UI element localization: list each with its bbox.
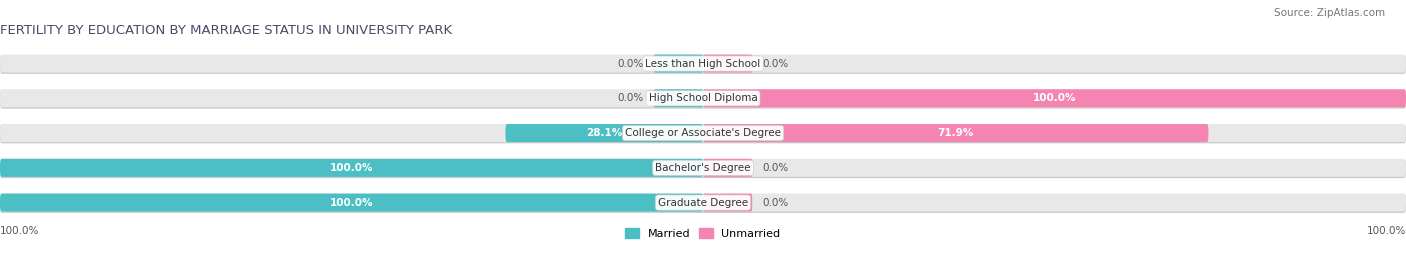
FancyBboxPatch shape	[0, 159, 1406, 178]
FancyBboxPatch shape	[0, 55, 1406, 74]
FancyBboxPatch shape	[703, 124, 1209, 142]
Text: 0.0%: 0.0%	[617, 59, 644, 69]
Text: High School Diploma: High School Diploma	[648, 93, 758, 103]
Text: Graduate Degree: Graduate Degree	[658, 198, 748, 208]
Text: Bachelor's Degree: Bachelor's Degree	[655, 163, 751, 173]
FancyBboxPatch shape	[0, 194, 703, 212]
Text: 100.0%: 100.0%	[1367, 226, 1406, 236]
FancyBboxPatch shape	[703, 194, 752, 212]
Text: 0.0%: 0.0%	[617, 93, 644, 103]
Text: Less than High School: Less than High School	[645, 59, 761, 69]
Text: 28.1%: 28.1%	[586, 128, 623, 138]
FancyBboxPatch shape	[0, 194, 1406, 212]
FancyBboxPatch shape	[506, 124, 703, 142]
FancyBboxPatch shape	[703, 159, 752, 177]
FancyBboxPatch shape	[0, 124, 1406, 142]
Legend: Married, Unmarried: Married, Unmarried	[626, 228, 780, 239]
Text: 100.0%: 100.0%	[330, 163, 373, 173]
FancyBboxPatch shape	[0, 89, 1406, 107]
Text: 100.0%: 100.0%	[1033, 93, 1076, 103]
Text: 71.9%: 71.9%	[938, 128, 974, 138]
Text: 0.0%: 0.0%	[762, 59, 789, 69]
FancyBboxPatch shape	[0, 159, 1406, 177]
Text: FERTILITY BY EDUCATION BY MARRIAGE STATUS IN UNIVERSITY PARK: FERTILITY BY EDUCATION BY MARRIAGE STATU…	[0, 24, 453, 37]
Text: 100.0%: 100.0%	[0, 226, 39, 236]
FancyBboxPatch shape	[703, 89, 1406, 107]
Text: 100.0%: 100.0%	[330, 198, 373, 208]
Text: 0.0%: 0.0%	[762, 163, 789, 173]
FancyBboxPatch shape	[0, 125, 1406, 143]
FancyBboxPatch shape	[654, 55, 703, 73]
FancyBboxPatch shape	[0, 159, 703, 177]
Text: 0.0%: 0.0%	[762, 198, 789, 208]
FancyBboxPatch shape	[703, 55, 752, 73]
FancyBboxPatch shape	[0, 194, 1406, 213]
Text: Source: ZipAtlas.com: Source: ZipAtlas.com	[1274, 8, 1385, 18]
FancyBboxPatch shape	[0, 90, 1406, 109]
Text: College or Associate's Degree: College or Associate's Degree	[626, 128, 780, 138]
FancyBboxPatch shape	[0, 55, 1406, 73]
FancyBboxPatch shape	[654, 89, 703, 107]
